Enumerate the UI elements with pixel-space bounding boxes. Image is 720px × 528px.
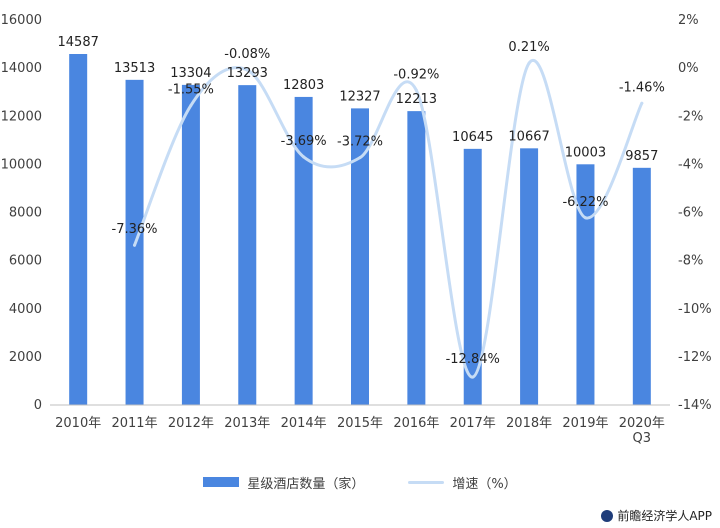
bar-value-label: 13304 [170,66,211,81]
left-tick-label: 12000 [1,109,42,124]
bar-value-label: 12327 [339,89,380,104]
right-tick-label: -4% [678,157,703,172]
right-tick-label: -10% [678,302,712,317]
growth-value-label: -6.22% [562,195,608,210]
growth-point [583,216,587,220]
legend-bar-label: 星级酒店数量（家） [247,476,365,492]
bar [407,111,426,405]
growth-point [245,68,249,72]
x-tick-label: 2013年 [224,416,270,431]
growth-value-label: -0.92% [393,67,439,82]
bar-value-label: 12803 [283,78,324,93]
x-tick-label: 2020年 [619,416,665,431]
growth-point [527,61,531,65]
left-tick-label: 16000 [1,13,42,28]
legend-item-bar: 星级酒店数量（家） [203,473,364,492]
bar-value-label: 14587 [58,35,99,50]
bar [632,167,651,405]
bar [181,84,200,405]
left-tick-label: 10000 [1,157,42,172]
x-tick-label: 2019年 [562,416,608,431]
growth-line [133,58,644,379]
legend-line-swatch [408,480,445,484]
right-tick-label: -12% [678,350,712,365]
bar-series [69,54,651,406]
legend: 星级酒店数量（家） 增速（%） [0,470,720,494]
footer-brand: 前瞻经济学人APP [601,507,712,524]
x-tick-label: 2010年 [55,416,101,431]
bar-value-label: 10667 [508,129,549,144]
legend-bar-swatch [203,477,240,487]
right-tick-label: 0% [678,61,699,76]
bar [463,148,482,406]
left-tick-label: 8000 [9,206,42,221]
right-tick-label: -2% [678,109,703,124]
x-tick-label: 2011年 [111,416,157,431]
line-data-labels: -7.36% -1.55% -0.08% -3.69% -3.72% -0.92% -12.… [112,40,665,367]
bar [294,96,313,406]
growth-value-label: -1.55% [168,82,214,97]
growth-point [133,243,137,247]
bar-value-label: 10645 [452,130,493,145]
growth-line-series [133,58,644,379]
left-tick-label: 2000 [9,350,42,365]
left-tick-label: 14000 [1,61,42,76]
growth-point [471,375,475,379]
right-tick-label: -14% [678,398,712,413]
legend-item-line: 增速（%） [408,473,517,492]
left-axis: 0 2000 4000 6000 8000 10000 12000 14000 16000 [1,13,42,413]
growth-value-label: -3.72% [337,135,383,150]
x-tick-label: 2017年 [450,416,496,431]
bar-value-label: 12213 [396,92,437,107]
bar-value-label: 13513 [114,61,155,76]
growth-point [358,156,362,160]
growth-point [640,101,644,105]
right-tick-label: 2% [678,13,699,28]
growth-point [302,155,306,159]
bar [576,164,595,405]
growth-value-label: -12.84% [446,352,500,367]
bar [351,108,369,405]
bar-value-label: 10003 [565,145,606,160]
bar-value-label: 13293 [227,66,268,81]
bar-value-label: 9857 [625,149,658,164]
growth-value-label: -1.46% [619,80,665,95]
growth-point [414,88,418,92]
growth-value-label: 0.21% [508,40,549,55]
left-tick-label: 0 [34,398,42,413]
x-tick-label: 2016年 [393,416,439,431]
chart: 0 2000 4000 6000 8000 10000 12000 14000 16000 -1… [1,13,712,446]
bar-data-labels: 14587 13513 13304 13293 12803 12327 12213 10645… [58,35,659,164]
x-tick-label: 2015年 [337,416,383,431]
left-tick-label: 4000 [9,302,42,317]
legend-line-label: 增速（%） [452,476,517,492]
bar [238,85,257,406]
x-tick-label: 2012年 [168,416,214,431]
right-tick-label: -6% [678,206,703,221]
x-tick-label: 2018年 [506,416,552,431]
x-tick-label: 2014年 [281,416,327,431]
right-tick-label: -8% [678,254,703,269]
brand-logo-icon [601,509,614,522]
growth-value-label: -0.08% [224,47,270,62]
bar [520,148,539,405]
x-axis: 2010年 2011年 2012年 2013年 2014年 2015年 2016年 2017年… [50,404,670,446]
bar [69,54,88,406]
x-tick-label: Q3 [633,431,652,446]
right-axis: -14% -12% -10% -8% -6% -4% -2% 0% 2% [678,13,712,413]
growth-value-label: -3.69% [281,134,327,149]
growth-value-label: -7.36% [112,222,158,237]
brand-text: 前瞻经济学人APP [617,509,712,523]
left-tick-label: 6000 [9,254,42,269]
growth-point [189,103,193,107]
